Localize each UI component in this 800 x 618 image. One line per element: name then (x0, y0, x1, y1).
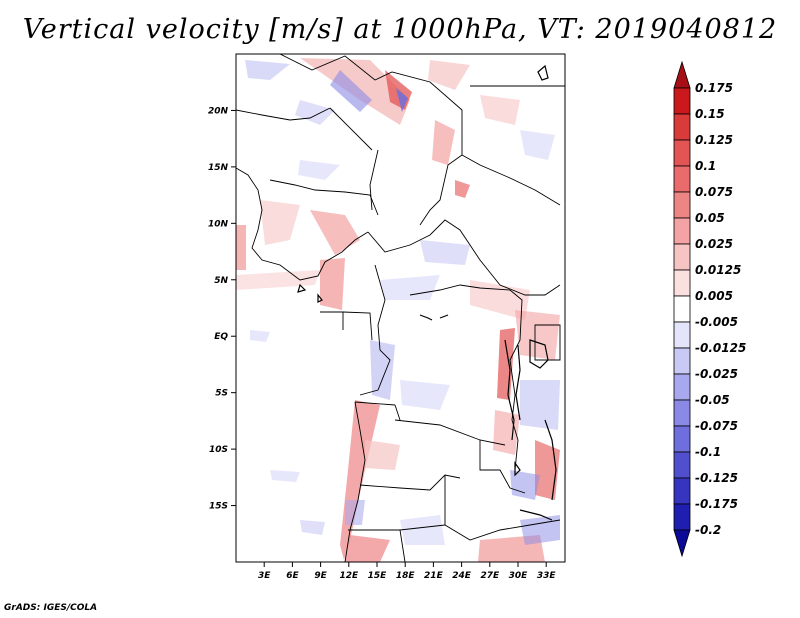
x-tick-label: 27E (480, 571, 500, 581)
y-tick-label: 5S (215, 389, 228, 399)
colorbar-swatch (673, 321, 691, 349)
colorbar-swatch (673, 347, 691, 375)
colorbar: 0.175 0.15 0.125 0.1 0.075 0.05 0.025 0.0125 0.0… (673, 60, 746, 558)
colorbar-label: -0.2 (695, 523, 721, 537)
y-tick-label: 10S (209, 445, 228, 455)
colorbar-swatch (673, 425, 691, 453)
colorbar-swatch (673, 477, 691, 505)
colorbar-label: -0.0125 (695, 341, 746, 355)
y-tick-label: 10N (208, 219, 229, 229)
colorbar-label: -0.1 (695, 445, 721, 459)
lakes-and-coasts (297, 64, 557, 521)
y-tick-label: 15S (209, 502, 228, 512)
colorbar-label: 0.005 (695, 289, 733, 303)
colorbar-label: 0.025 (695, 237, 733, 251)
x-tick-label: 6E (286, 571, 299, 581)
x-tick-label: 21E (424, 571, 444, 581)
colorbar-swatch (673, 87, 691, 115)
colorbar-swatch (673, 243, 691, 271)
colorbar-swatch (673, 139, 691, 167)
colorbar-swatch (673, 373, 691, 401)
colorbar-swatch (673, 191, 691, 219)
colorbar-swatch (673, 165, 691, 193)
country-borders (236, 54, 565, 562)
grads-credit: GrADS: IGES/COLA (4, 603, 98, 613)
x-tick-label: 18E (396, 571, 416, 581)
x-tick-label: 9E (314, 571, 327, 581)
x-tick-label: 12E (339, 571, 359, 581)
y-tick-label: 5N (214, 276, 228, 286)
x-tick-label: 33E (537, 571, 557, 581)
x-tick-label: 3E (258, 571, 271, 581)
colorbar-label: -0.075 (695, 419, 738, 433)
colorbar-label: -0.05 (695, 393, 730, 407)
y-tick-label: EQ (214, 332, 228, 342)
colorbar-label: 0.175 (695, 81, 733, 95)
map-frame (235, 53, 566, 563)
colorbar-label: -0.005 (695, 315, 738, 329)
colorbar-swatch (673, 451, 691, 479)
colorbar-swatch (673, 217, 691, 245)
colorbar-label: 0.05 (695, 211, 725, 225)
colorbar-label: -0.025 (695, 367, 738, 381)
y-axis: 20N 15N 10N 5N EQ 5S 10S 15S (208, 106, 236, 512)
colorbar-label: -0.125 (695, 471, 738, 485)
colorbar-label: 0.125 (695, 133, 733, 147)
colorbar-label: -0.175 (695, 497, 738, 511)
colorbar-swatch (673, 295, 691, 323)
colorbar-swatch (673, 113, 691, 141)
colorbar-swatch (673, 503, 691, 531)
colorbar-label: 0.0125 (695, 263, 741, 277)
x-tick-label: 24E (452, 571, 472, 581)
colorbar-swatch (673, 399, 691, 427)
chart-title: Vertical velocity [m/s] at 1000hPa, VT: … (22, 14, 778, 45)
colorbar-arrow-bottom (673, 529, 691, 558)
colorbar-label: 0.1 (695, 159, 716, 173)
colorbar-swatch (673, 269, 691, 297)
x-tick-label: 15E (368, 571, 388, 581)
x-axis: 3E 6E 9E 12E 15E 18E 21E 24E 27E 30E 33E (258, 562, 556, 581)
y-tick-label: 15N (208, 163, 229, 173)
colorbar-arrow-top (673, 60, 691, 89)
colorbar-label: 0.075 (695, 185, 733, 199)
y-tick-label: 20N (208, 106, 229, 116)
map-area (235, 53, 566, 563)
colorbar-label: 0.15 (695, 107, 725, 121)
x-tick-label: 30E (509, 571, 529, 581)
